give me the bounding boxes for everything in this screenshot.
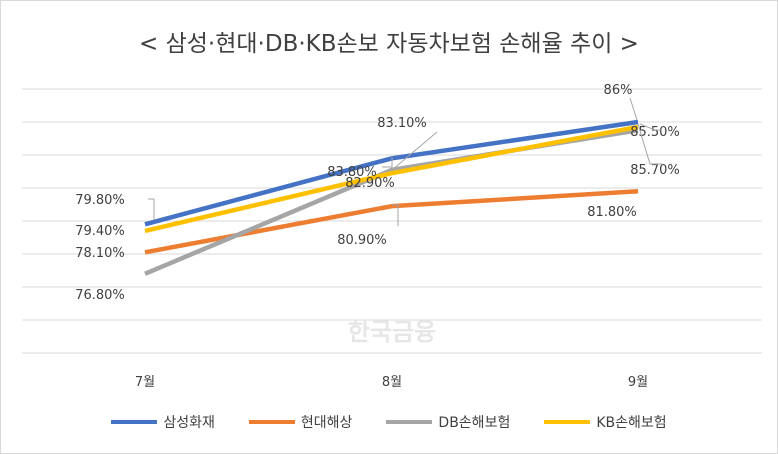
legend-item: 현대해상: [248, 412, 353, 432]
data-label: 79.80%: [75, 193, 125, 208]
x-tick-label: 8월: [382, 375, 402, 390]
data-label: 82.90%: [345, 176, 395, 191]
x-tick-label: 7월: [135, 375, 155, 390]
legend-label: KB손해보험: [596, 415, 667, 431]
leader-line: [391, 131, 438, 171]
data-label: 85.70%: [630, 163, 680, 178]
series-line-3: [144, 124, 639, 234]
data-label: 79.40%: [75, 224, 125, 239]
legend-item: DB손해보험: [386, 412, 510, 432]
leader-line: [382, 157, 393, 168]
legend-item: KB손해보험: [544, 412, 667, 432]
data-label: 85.50%: [630, 125, 680, 140]
leader-line: [639, 123, 662, 131]
legend-label: DB손해보험: [438, 415, 511, 431]
data-label: 76.80%: [75, 288, 125, 303]
watermark-logo: 한국금융: [348, 318, 436, 346]
data-label: 83.10%: [377, 116, 427, 131]
legend-label: 삼성화재: [163, 415, 215, 431]
leader-line: [148, 198, 155, 220]
legend-swatch: [544, 420, 591, 424]
chart-title: < 삼성·현대·DB·KB손보 자동차보험 손해율 추이 >: [139, 31, 639, 57]
data-label: 83.80%: [327, 165, 377, 180]
legend-swatch: [386, 420, 433, 424]
legend-item: 삼성화재: [111, 412, 215, 432]
leader-line: [637, 123, 662, 165]
legend-swatch: [248, 420, 295, 424]
data-label: 78.10%: [75, 246, 125, 261]
x-tick-label: 9월: [628, 375, 648, 390]
leader-line: [392, 204, 399, 226]
leader-line: [629, 97, 638, 121]
series-line-2: [144, 128, 639, 276]
data-label: 86%: [604, 83, 633, 98]
legend-label: 현대해상: [300, 415, 353, 431]
legend-swatch: [111, 420, 158, 424]
legend: 삼성화재 현대해상 DB손해보험 KB손해보험: [0, 412, 778, 432]
data-label: 80.90%: [337, 233, 387, 248]
data-label: 81.80%: [587, 205, 637, 220]
